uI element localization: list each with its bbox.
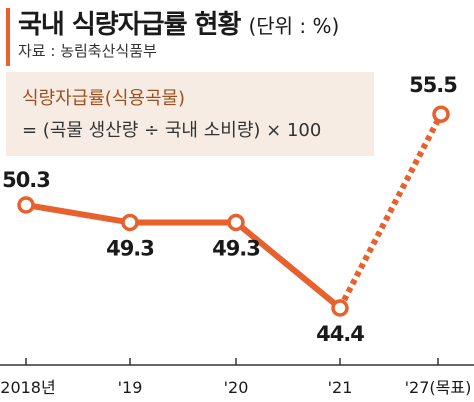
data-label: 49.3 (106, 236, 154, 260)
series-line-actual (23, 202, 343, 311)
data-label: 50.3 (2, 168, 50, 192)
chart-title: 국내 식량자급률 현황 (단위 : %) (18, 4, 339, 41)
data-point (17, 196, 35, 214)
data-point (121, 213, 139, 232)
unit-label: (단위 : %) (248, 14, 340, 38)
x-axis-ticks (25, 358, 439, 365)
chart-title-text: 국내 식량자급률 현황 (18, 10, 241, 40)
x-tick-label: '21 (328, 378, 353, 397)
data-point (331, 299, 349, 317)
data-label: 49.3 (212, 236, 260, 260)
x-axis-tick-labels: 2018년 '19 '20 '21 '27(목표) (0, 378, 471, 397)
x-tick-label: '20 (224, 378, 249, 397)
x-tick-label: 2018년 (0, 378, 55, 397)
series-line-target (337, 112, 444, 310)
source-label: 자료 : 농림축산식품부 (18, 42, 157, 60)
data-point (227, 213, 245, 232)
data-label: 55.5 (409, 73, 457, 97)
x-tick-label: '27(목표) (405, 378, 472, 397)
series-markers (17, 105, 450, 317)
series-lines (23, 112, 444, 311)
value-labels: 50.3 49.3 49.3 44.4 55.5 (2, 73, 458, 346)
data-label: 44.4 (316, 322, 364, 346)
formula-expression: = (곡물 생산량 ÷ 국내 소비량) × 100 (22, 120, 322, 141)
formula-title: 식량자급률(식용곡물) (22, 88, 186, 109)
title-accent-bar (6, 8, 10, 66)
data-point (432, 105, 450, 123)
formula-box (6, 72, 374, 156)
x-tick-label: '19 (118, 378, 143, 397)
